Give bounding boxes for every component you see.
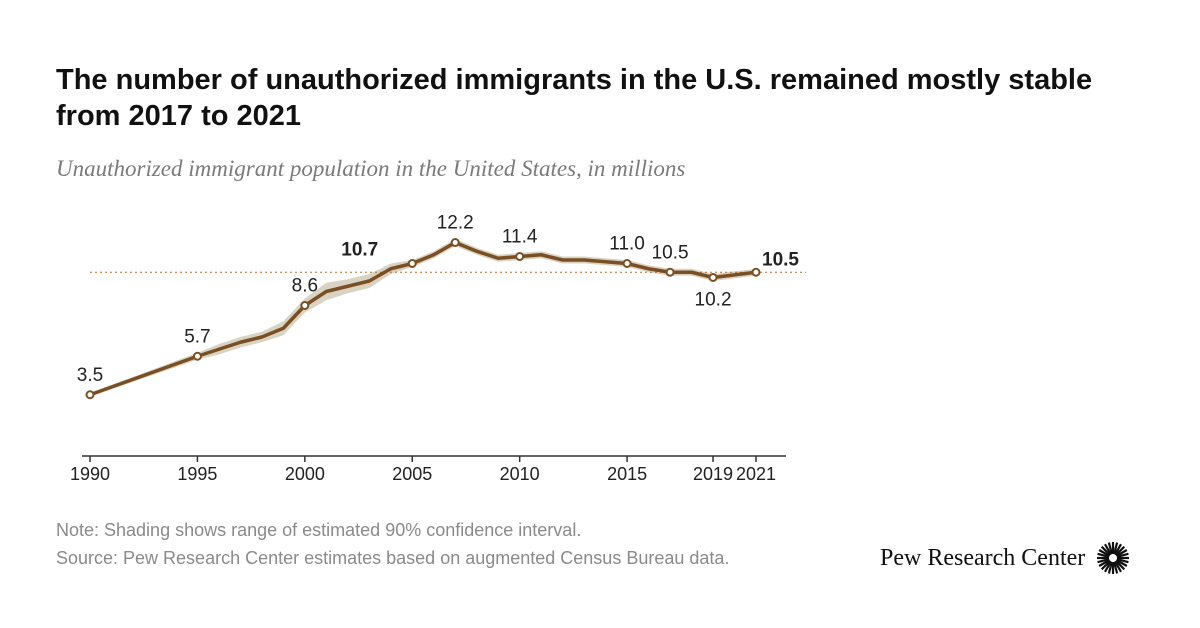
data-point-marker	[192, 351, 202, 361]
data-point-marker	[515, 252, 525, 261]
data-point-marker	[622, 259, 632, 268]
data-point-marker	[751, 267, 761, 277]
chart-note: Note: Shading shows range of estimated 9…	[56, 520, 582, 540]
data-label: 10.5	[652, 242, 689, 263]
sunburst-ray	[1116, 552, 1129, 559]
sunburst-ray	[1114, 543, 1123, 556]
x-tick-label: 2005	[392, 464, 432, 484]
sunburst-ray	[1101, 560, 1112, 571]
series-line	[88, 240, 758, 397]
data-point-marker	[85, 390, 95, 400]
sunburst-ray	[1108, 542, 1114, 555]
chart-source: Source: Pew Research Center estimates ba…	[56, 548, 730, 568]
data-label: 10.5	[762, 249, 799, 270]
sunburst-ray	[1113, 561, 1119, 574]
sunburst-ray	[1097, 552, 1110, 559]
x-tick-label: 2000	[285, 464, 325, 484]
sunburst-ray	[1098, 559, 1111, 567]
chart-subtitle: Unauthorized immigrant population in the…	[56, 156, 686, 181]
data-label: 10.2	[695, 290, 732, 311]
sunburst-ray	[1116, 549, 1128, 557]
data-label: 12.2	[437, 213, 474, 234]
sunburst-ray	[1108, 561, 1114, 574]
sunburst-ray	[1116, 557, 1129, 564]
x-tick-label: 2015	[607, 464, 647, 484]
sunburst-ray	[1116, 559, 1128, 567]
line-chart: 3.5 5.7 8.6 10.7 12.2 11.4 11.0 10.5 10.2 10.5 19…	[70, 213, 806, 484]
x-axis: 1990 1995 2000 2005 2010 2015 2019 2021	[70, 455, 786, 484]
sunburst-ray	[1114, 560, 1123, 573]
chart-title: The number of unauthorized immigrants in…	[56, 64, 1093, 132]
x-tick-label: 2021	[736, 464, 776, 484]
data-point-marker	[665, 267, 675, 277]
data-point-marker	[300, 301, 310, 310]
sunburst-ray	[1098, 549, 1111, 557]
data-label: 11.0	[609, 234, 645, 255]
data-point-marker	[450, 238, 460, 247]
sunburst-ray	[1113, 542, 1119, 555]
x-tick-label: 2010	[500, 464, 540, 484]
data-label-layer: 3.5 5.7 8.6 10.7 12.2 11.4 11.0 10.5 10.2 10.5	[77, 213, 800, 386]
sunburst-ray	[1101, 545, 1112, 556]
data-label: 11.4	[502, 227, 538, 248]
pew-logo: Pew Research Center	[880, 540, 1131, 576]
data-label: 10.7	[341, 240, 378, 261]
logo-text: Pew Research Center	[880, 544, 1086, 571]
data-point-marker	[708, 273, 718, 282]
data-label: 8.6	[292, 276, 318, 297]
x-tick-label: 1995	[177, 464, 217, 484]
data-label: 5.7	[184, 326, 210, 347]
marker-layer	[85, 238, 761, 400]
sunburst-logo-icon	[1097, 542, 1130, 574]
sunburst-ray	[1115, 545, 1126, 556]
data-label: 3.5	[77, 365, 103, 386]
sunburst-ray	[1097, 557, 1110, 564]
x-tick-label: 2019	[693, 464, 733, 484]
series-line-layer	[88, 240, 758, 397]
sunburst-ray	[1104, 543, 1113, 556]
x-tick-label: 1990	[70, 464, 110, 484]
sunburst-ray	[1104, 560, 1113, 573]
sunburst-ray	[1115, 560, 1126, 571]
data-point-marker	[407, 259, 417, 268]
